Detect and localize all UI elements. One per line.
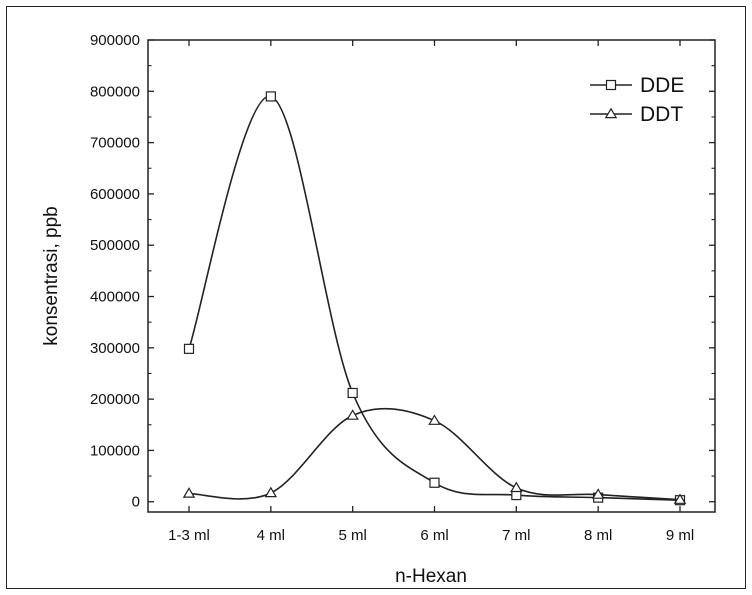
x-tick-label: 9 ml [666, 527, 694, 544]
y-tick-label: 500000 [90, 237, 140, 254]
data-point-ddt [510, 481, 523, 493]
y-tick-label: 700000 [90, 135, 140, 152]
x-tick-label: 1-3 ml [168, 527, 210, 544]
data-point-ddt [264, 486, 278, 498]
x-tick-label: 5 ml [338, 527, 366, 544]
y-tick-label: 400000 [90, 289, 140, 306]
y-tick-label: 600000 [90, 186, 140, 203]
x-axis-label: n-Hexan [395, 566, 467, 587]
data-point-ddt [428, 414, 441, 425]
data-point-dde [429, 477, 440, 488]
legend: DDE DDT [590, 74, 684, 126]
y-tick-label: 0 [132, 494, 140, 511]
series-line-dde [188, 95, 681, 501]
y-axis: 0 100000 200000 300000 400000 500000 600000 700… [90, 32, 715, 511]
data-point-ddt [673, 493, 687, 504]
figure-frame [6, 6, 746, 589]
y-tick-label: 300000 [90, 340, 140, 357]
plot-area [147, 39, 716, 513]
x-axis: 1-3 ml 4 ml 5 ml 6 ml 7 ml 8 ml 9 ml [168, 40, 694, 544]
y-tick-label: 100000 [90, 442, 140, 459]
data-point-dde [265, 91, 276, 102]
legend-label-ddt: DDT [640, 103, 683, 126]
y-axis-label: konsentrasi, ppb [41, 206, 62, 345]
x-tick-label: 8 ml [584, 527, 612, 544]
y-tick-label: 800000 [90, 83, 140, 100]
series-layer [182, 91, 687, 506]
data-point-ddt [591, 488, 605, 499]
x-tick-label: 7 ml [502, 527, 530, 544]
legend-label-dde: DDE [640, 74, 684, 97]
x-tick-label: 4 ml [257, 527, 285, 544]
y-tick-label: 200000 [90, 391, 140, 408]
x-tick-label: 6 ml [420, 527, 448, 544]
data-point-ddt [182, 487, 196, 498]
data-point-dde [183, 343, 195, 354]
data-point-ddt [346, 409, 359, 420]
legend-marker-ddt [604, 107, 618, 119]
y-tick-label: 900000 [90, 32, 140, 49]
legend-marker-dde [605, 79, 617, 91]
data-point-dde [347, 387, 358, 399]
